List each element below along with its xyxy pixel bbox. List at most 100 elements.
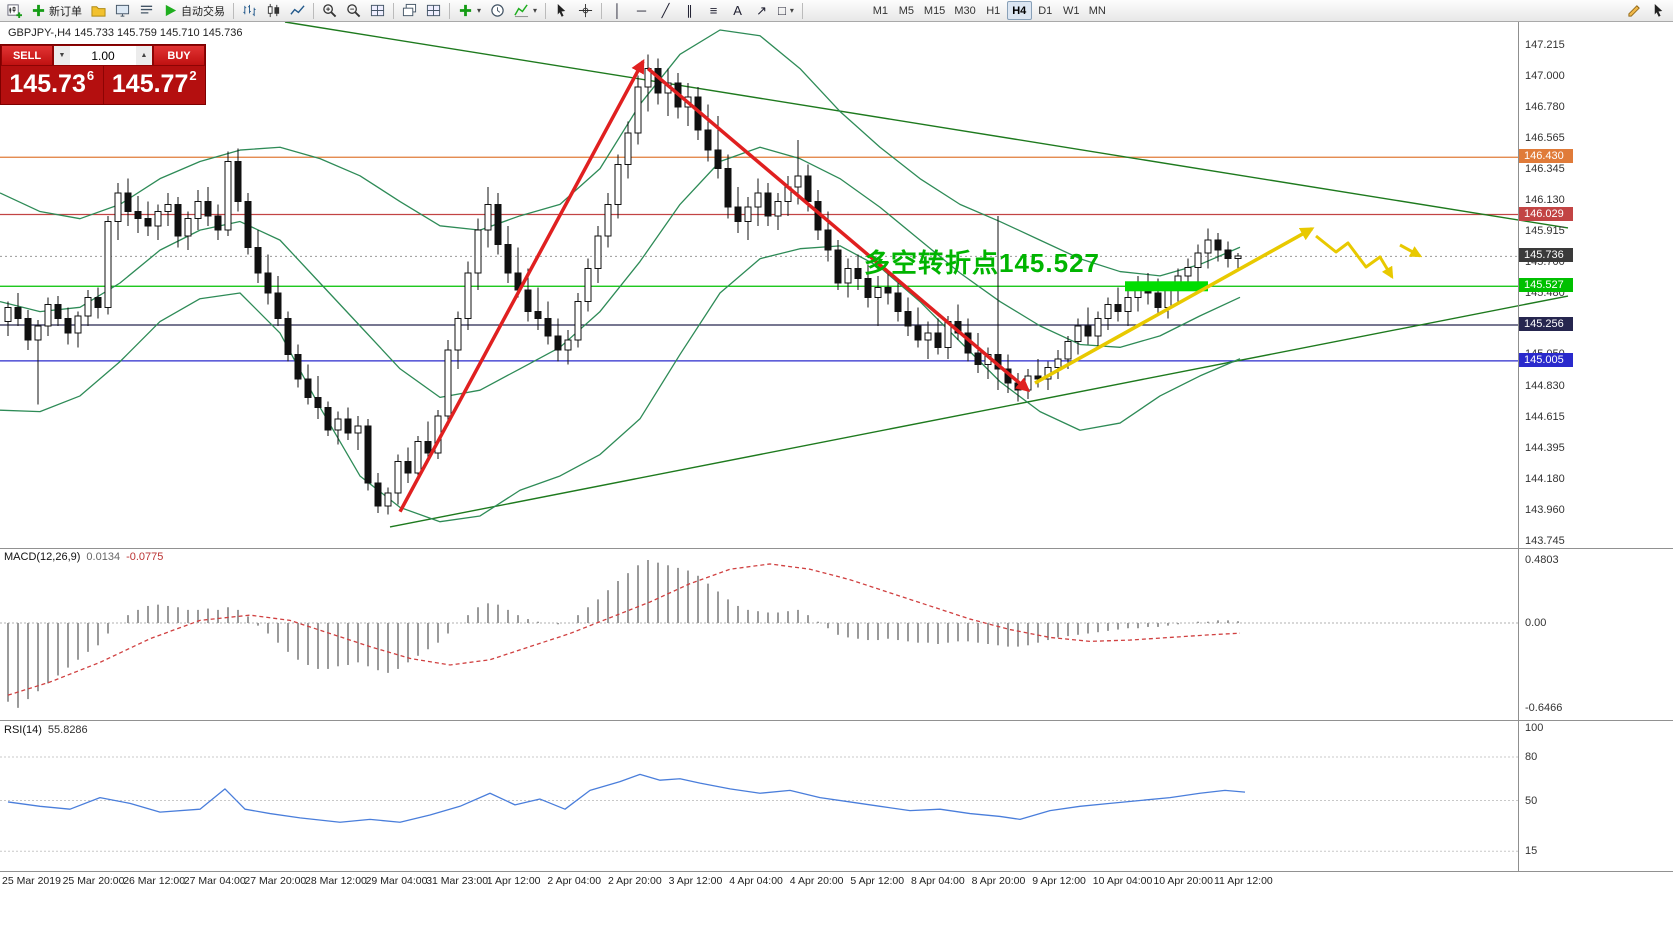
volume-input[interactable] (70, 46, 136, 65)
price-marker: 146.430 (1519, 149, 1573, 164)
alerts-icon (490, 3, 505, 18)
navigator-button[interactable] (135, 1, 158, 20)
volume-decrease-button[interactable]: ▼ (54, 46, 70, 65)
alerts-button[interactable] (486, 1, 509, 20)
auto-trading-button[interactable]: 自动交易 (159, 1, 229, 20)
volume-increase-button[interactable]: ▲ (136, 46, 152, 65)
chart-candles-button[interactable] (262, 1, 285, 20)
shapes-icon: □ (778, 3, 786, 18)
timeframe-w1-button[interactable]: W1 (1062, 4, 1080, 17)
price-tick-label: 144.830 (1525, 379, 1565, 392)
new-chart-button[interactable] (3, 1, 26, 20)
new-order-button[interactable]: 新订单 (27, 1, 86, 20)
horizontal-line-button[interactable]: ─ (630, 1, 653, 20)
macd-scale-label: -0.6466 (1525, 701, 1563, 714)
price-axis[interactable]: 147.215 147.000 146.780 146.565 146.345 146.1… (1518, 0, 1673, 949)
toolbar-separator (233, 2, 234, 19)
tile-horizontal-button[interactable] (422, 1, 445, 20)
sell-price[interactable]: 145.73 6 (1, 66, 104, 104)
text-tool-button[interactable]: A (726, 1, 749, 20)
timeframe-mn-button[interactable]: MN (1088, 4, 1106, 17)
rsi-panel-separator[interactable] (0, 720, 1673, 721)
new-chart-icon (7, 3, 22, 18)
time-label: 11 Apr 12:00 (1214, 875, 1273, 887)
new-order-dropdown-icon (458, 3, 473, 18)
tile-windows-button[interactable] (366, 1, 389, 20)
indicators-button[interactable]: ▾ (510, 1, 541, 20)
chart-line-button[interactable] (286, 1, 309, 20)
fibonacci-icon: ≡ (709, 3, 718, 18)
crosshair-icon (578, 3, 593, 18)
price-marker: 145.527 (1519, 278, 1573, 293)
market-watch-button[interactable] (111, 1, 134, 20)
channel-button[interactable]: ∥ (678, 1, 701, 20)
symbol-ohlc-label: GBPJPY-,H4 145.733 145.759 145.710 145.7… (8, 27, 243, 39)
pivot-zone-layer (1125, 281, 1208, 292)
rsi-value: 55.8286 (47, 724, 88, 736)
timeframe-m1-button[interactable]: M1 (872, 4, 889, 17)
price-tick-label: 144.615 (1525, 410, 1565, 423)
chart-bars-button[interactable] (238, 1, 261, 20)
time-label: 2 Apr 04:00 (547, 875, 602, 887)
candles-layer (4, 54, 1242, 515)
horizontal-line-icon: ─ (636, 3, 647, 18)
edit-button[interactable] (1623, 1, 1646, 20)
macd-panel-separator[interactable] (0, 548, 1673, 549)
cascade-windows-button[interactable] (398, 1, 421, 20)
macd-name: MACD(12,26,9) (4, 551, 81, 563)
timeframe-h4-button[interactable]: H4 (1006, 1, 1032, 20)
price-tick-label: 145.915 (1525, 224, 1565, 237)
buy-price[interactable]: 145.77 2 (104, 66, 206, 104)
cursor-icon (554, 3, 569, 18)
rsi-scale-label: 80 (1525, 751, 1538, 763)
rsi-scale-label: 50 (1525, 794, 1538, 807)
time-label: 10 Apr 04:00 (1092, 875, 1153, 887)
buy-price-point: 2 (189, 68, 197, 83)
tile-horizontal-icon (426, 3, 441, 18)
zoom-out-icon (346, 3, 361, 18)
macd-label: MACD(12,26,9) 0.0134 -0.0775 (4, 551, 163, 563)
zoom-out-button[interactable] (342, 1, 365, 20)
trendline-button[interactable]: ╱ (654, 1, 677, 20)
vertical-line-button[interactable]: │ (606, 1, 629, 20)
shapes-button[interactable]: □ ▾ (774, 1, 798, 20)
timeframe-h1-button[interactable]: H1 (986, 4, 1001, 17)
time-axis[interactable]: 25 Mar 2019 25 Mar 20:00 26 Mar 12:00 27 Ma… (0, 872, 1518, 888)
trendlines-layer (284, 21, 1569, 528)
macd-scale-label: 0.00 (1525, 617, 1547, 629)
timeframe-d1-button[interactable]: D1 (1038, 4, 1053, 17)
fibonacci-button[interactable]: ≡ (702, 1, 725, 20)
time-label: 25 Mar 2019 (2, 875, 61, 887)
time-label: 4 Apr 20:00 (789, 875, 844, 887)
auto-trading-icon (163, 3, 178, 18)
volume-stepper: ▼ ▲ (53, 45, 153, 66)
text-tool-icon: A (733, 3, 742, 18)
crosshair-button[interactable] (574, 1, 597, 20)
price-marker: 145.736 (1519, 248, 1573, 263)
price-tick-label: 146.130 (1525, 194, 1565, 207)
arrow-tool-button[interactable]: ↗ (750, 1, 773, 20)
zoom-in-button[interactable] (318, 1, 341, 20)
sell-button[interactable]: SELL (1, 45, 53, 66)
price-tick-label: 143.960 (1525, 504, 1565, 517)
time-label: 8 Apr 20:00 (971, 875, 1026, 887)
toolbar-separator (313, 2, 314, 19)
time-label: 8 Apr 04:00 (911, 875, 965, 887)
new-order-dropdown-button[interactable]: ▾ (454, 1, 485, 20)
timeframe-m15-button[interactable]: M15 (923, 4, 946, 17)
buy-button[interactable]: BUY (153, 45, 205, 66)
zoom-in-icon (322, 3, 337, 18)
profiles-icon (91, 3, 106, 18)
macd-scale-label: 0.4803 (1525, 553, 1559, 566)
pointer-button[interactable] (1647, 1, 1670, 20)
timeframe-m5-button[interactable]: M5 (898, 4, 915, 17)
macd-signal-value: -0.0775 (126, 551, 164, 563)
bollinger-layer (0, 29, 1241, 523)
timeframe-m30-button[interactable]: M30 (954, 4, 976, 17)
time-label: 10 Apr 20:00 (1153, 875, 1213, 887)
profiles-button[interactable] (87, 1, 110, 20)
time-label: 26 Mar 12:00 (123, 875, 186, 887)
time-label: 3 Apr 12:00 (668, 875, 723, 887)
cursor-button[interactable] (550, 1, 573, 20)
